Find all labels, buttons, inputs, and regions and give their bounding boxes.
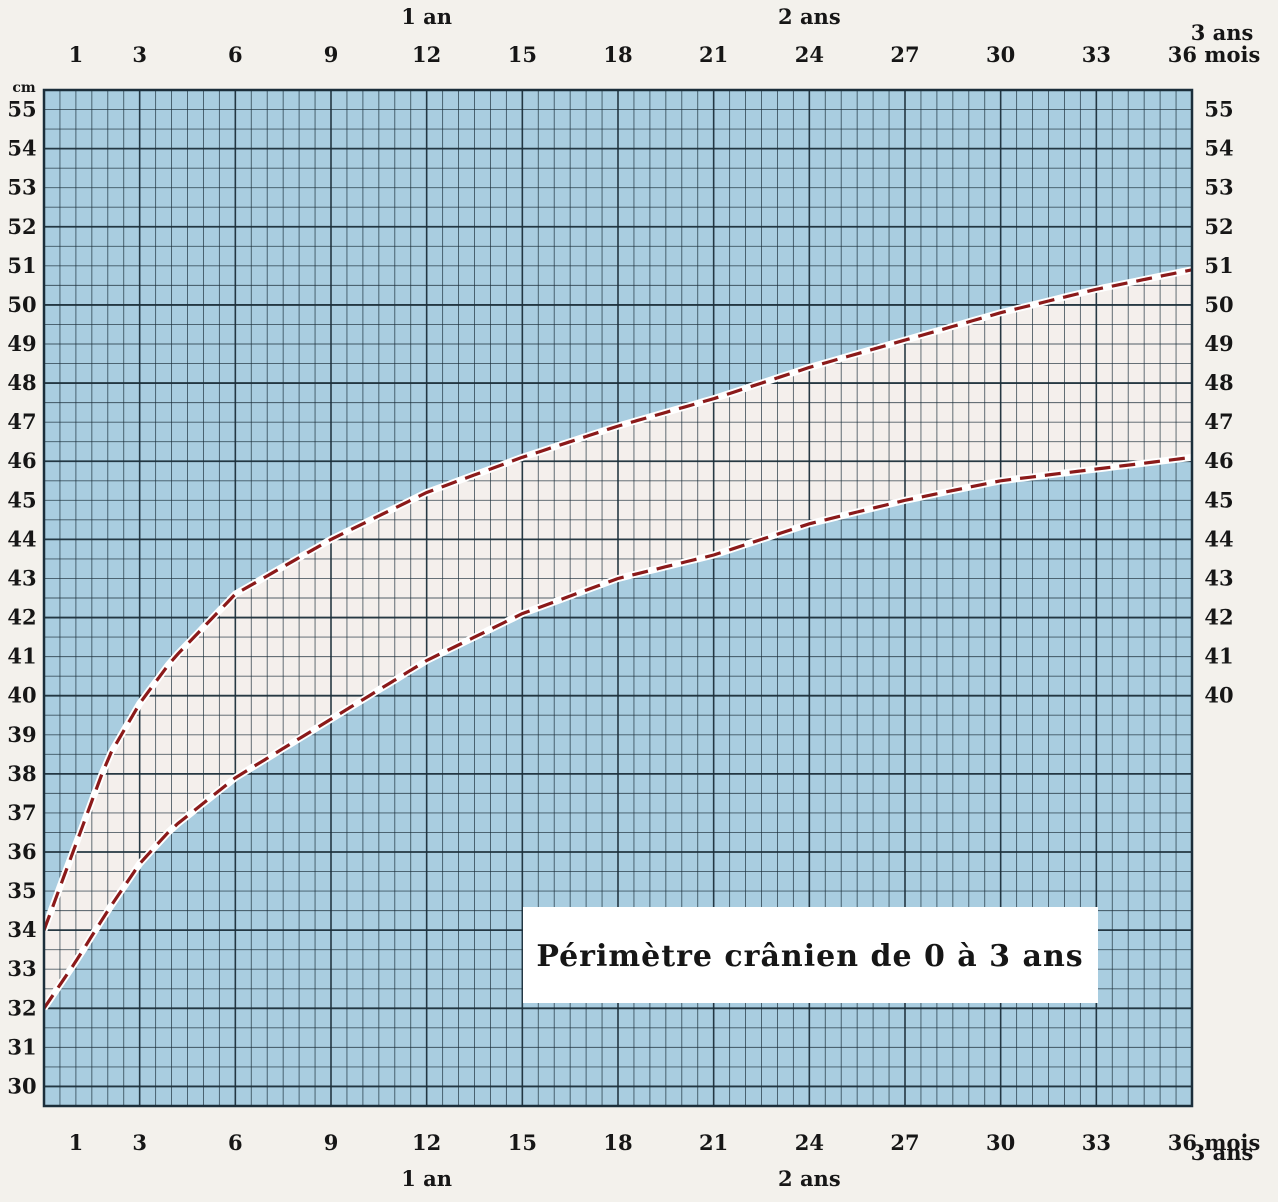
x-tick-label-top: 15	[508, 42, 537, 67]
x-tick-label-top: 9	[324, 42, 339, 67]
y-tick-label-right: 45	[1204, 487, 1233, 512]
x-tick-label-bottom: 15	[508, 1130, 537, 1155]
y-tick-label-right: 55	[1204, 97, 1233, 122]
y-tick-label-left: 38	[7, 761, 36, 786]
y-tick-label-right: 50	[1204, 292, 1233, 317]
y-tick-label-left: 41	[7, 644, 36, 669]
y-tick-label-left: 37	[7, 800, 36, 825]
x-tick-label-bottom: 18	[603, 1130, 632, 1155]
y-tick-label-left: 50	[7, 292, 36, 317]
y-tick-label-right: 49	[1204, 331, 1233, 356]
x-tick-label-top: 33	[1082, 42, 1111, 67]
x-tick-label-bottom: 24	[795, 1130, 824, 1155]
y-tick-label-left: 42	[7, 605, 36, 630]
x-tick-label-top: 21	[699, 42, 728, 67]
y-tick-label-left: 54	[7, 136, 36, 161]
x-tick-label-bottom: 1	[69, 1130, 84, 1155]
y-tick-label-left: 49	[7, 331, 36, 356]
chart-title-box: Périmètre crânien de 0 à 3 ans	[523, 907, 1098, 1003]
y-tick-label-left: 52	[7, 214, 36, 239]
y-tick-label-left: 46	[7, 448, 36, 473]
x-tick-label-top: 24	[795, 42, 824, 67]
year-label-top: 3 ans	[1191, 20, 1254, 45]
y-tick-label-left: 40	[7, 683, 36, 708]
year-label-top: 1 an	[401, 4, 452, 29]
y-tick-label-left: 47	[7, 409, 36, 434]
y-tick-label-left: 34	[7, 917, 36, 942]
x-tick-label-bottom: 33	[1082, 1130, 1111, 1155]
y-tick-label-left: 45	[7, 487, 36, 512]
x-tick-label-bottom: 9	[324, 1130, 339, 1155]
y-tick-label-left: 36	[7, 839, 36, 864]
x-tick-label-top: 30	[986, 42, 1015, 67]
y-tick-label-right: 43	[1204, 565, 1233, 590]
year-label-bottom: 3 ans	[1191, 1140, 1254, 1165]
y-tick-label-left: 44	[7, 526, 36, 551]
y-tick-label-left: 39	[7, 722, 36, 747]
y-tick-label-left: 55	[7, 97, 36, 122]
y-tick-label-left: 33	[7, 956, 36, 981]
y-tick-label-right: 46	[1204, 448, 1233, 473]
x-tick-label-top: 27	[890, 42, 919, 67]
y-tick-label-right: 44	[1204, 526, 1233, 551]
y-tick-label-left: 31	[7, 1034, 36, 1059]
y-tick-label-right: 54	[1204, 136, 1233, 161]
y-tick-label-right: 40	[1204, 683, 1233, 708]
x-tick-label-bottom: 21	[699, 1130, 728, 1155]
x-tick-label-bottom: 3	[132, 1130, 147, 1155]
y-tick-label-left: 51	[7, 253, 36, 278]
y-unit-label: cm	[12, 80, 36, 96]
x-tick-label-bottom: 12	[412, 1130, 441, 1155]
y-tick-label-left: 53	[7, 175, 36, 200]
y-tick-label-left: 48	[7, 370, 36, 395]
y-tick-label-right: 51	[1204, 253, 1233, 278]
x-tick-label-bottom: 30	[986, 1130, 1015, 1155]
year-label-top: 2 ans	[778, 4, 841, 29]
y-tick-label-right: 48	[1204, 370, 1233, 395]
y-tick-label-left: 32	[7, 995, 36, 1020]
x-tick-label-top: 3	[132, 42, 147, 67]
x-tick-label-top: 1	[69, 42, 84, 67]
year-label-bottom: 2 ans	[778, 1166, 841, 1191]
y-tick-label-right: 41	[1204, 644, 1233, 669]
y-tick-label-left: 35	[7, 878, 36, 903]
y-tick-label-right: 53	[1204, 175, 1233, 200]
y-tick-label-right: 47	[1204, 409, 1233, 434]
x-tick-label-top: 36 mois	[1168, 42, 1261, 67]
x-tick-label-bottom: 27	[890, 1130, 919, 1155]
year-label-bottom: 1 an	[401, 1166, 452, 1191]
y-tick-label-right: 42	[1204, 605, 1233, 630]
chart-title: Périmètre crânien de 0 à 3 ans	[536, 939, 1083, 974]
y-tick-label-left: 43	[7, 565, 36, 590]
x-tick-label-top: 12	[412, 42, 441, 67]
y-tick-label-right: 52	[1204, 214, 1233, 239]
x-tick-label-top: 6	[228, 42, 243, 67]
x-tick-label-bottom: 6	[228, 1130, 243, 1155]
x-tick-label-top: 18	[603, 42, 632, 67]
y-tick-label-left: 30	[7, 1073, 36, 1098]
